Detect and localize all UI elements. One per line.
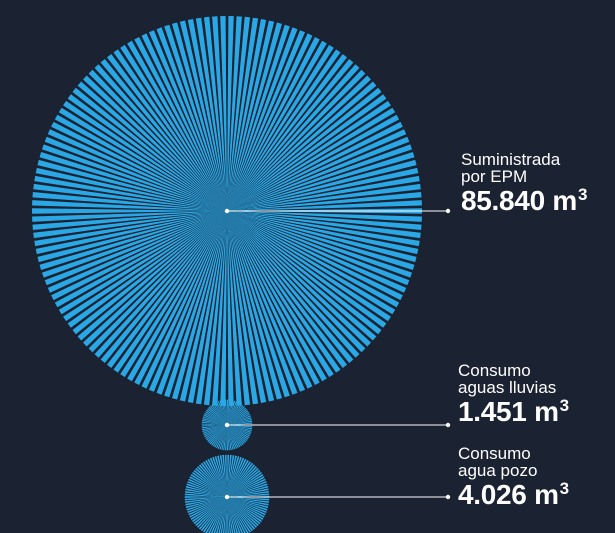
label-lluvias: Consumo aguas lluvias 1.451 m3 (458, 362, 569, 426)
label-pozo-line-1: Consumo (458, 444, 531, 463)
leader-dot-pozo-end (445, 494, 451, 500)
value-epm-number: 85.840 (461, 185, 545, 216)
leader-dot-epm-end (445, 208, 451, 214)
label-epm-line-1: Suministrada (461, 150, 561, 169)
leader-dot-pozo-start (224, 494, 230, 500)
value-lluvias-unit: m (534, 396, 559, 427)
label-epm-line-2: por EPM (461, 167, 528, 186)
value-epm: 85.840 m3 (461, 185, 588, 216)
leader-dot-lluvias-start (224, 422, 230, 428)
label-epm: Suministrada por EPM 85.840 m3 (461, 151, 587, 215)
bubble-pozo-rays (184, 454, 270, 533)
label-pozo: Consumo agua pozo 4.026 m3 (458, 445, 569, 509)
value-lluvias-number: 1.451 (458, 396, 527, 427)
value-lluvias: 1.451 m3 (458, 396, 569, 427)
value-pozo-unit: m (534, 479, 559, 510)
value-pozo-number: 4.026 (458, 479, 527, 510)
value-epm-unit-exp: 3 (577, 185, 588, 204)
value-epm-unit: m (552, 185, 577, 216)
label-lluvias-line-1: Consumo (458, 361, 531, 380)
value-pozo: 4.026 m3 (458, 479, 569, 510)
bubble-pozo (184, 454, 270, 533)
leader-dot-epm-start (224, 208, 230, 214)
value-lluvias-unit-exp: 3 (559, 396, 569, 415)
leader-dot-lluvias-end (445, 422, 451, 428)
label-lluvias-line-2: aguas lluvias (458, 378, 557, 397)
label-pozo-line-2: agua pozo (458, 461, 538, 480)
value-pozo-unit-exp: 3 (559, 479, 569, 498)
